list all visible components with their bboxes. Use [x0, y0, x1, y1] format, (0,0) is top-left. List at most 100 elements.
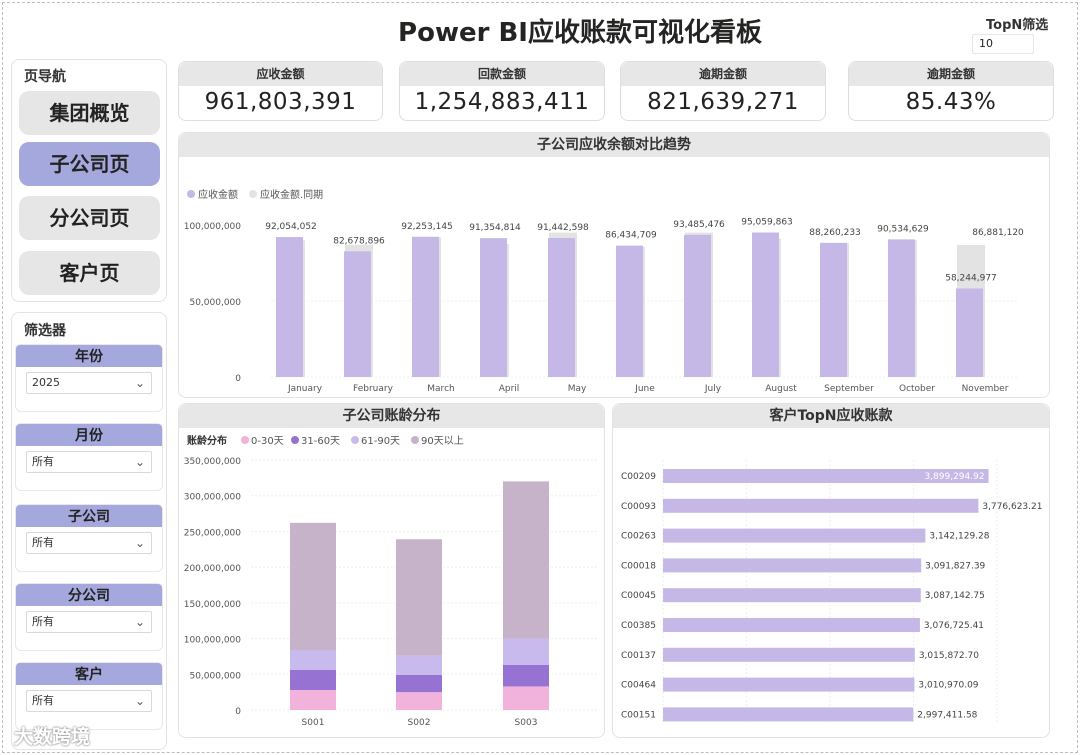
trend-chart: 应收金额 应收金额.同期 100,000,000 50,000,000 0 92,054,… — [184, 188, 1024, 408]
nav-button-group-overview[interactable]: 集团概览 — [19, 91, 160, 135]
x-tick-label: January — [287, 384, 323, 394]
y-tick-label: C00385 — [621, 621, 656, 631]
chevron-down-icon: ⌄ — [134, 536, 145, 550]
topn-chart: 01,000,0002,000,0003,000,0004,000,000C00… — [621, 460, 1042, 749]
legend-swatch-prior — [249, 190, 257, 198]
data-label: 91,442,598 — [537, 223, 589, 233]
y-tick-label: 300,000,000 — [184, 493, 242, 503]
bar-receivable — [752, 232, 779, 377]
data-label: 3,076,725.41 — [924, 621, 984, 631]
data-label: 95,059,863 — [741, 218, 793, 228]
legend-swatch — [291, 436, 299, 444]
y-tick-label: 0 — [235, 707, 241, 717]
aging-chart-panel: 子公司账龄分布 账龄分布 0-30天 31-60天 61-90天 90天以上 350,00… — [178, 403, 605, 738]
chevron-down-icon: ⌄ — [134, 455, 145, 469]
kpi-value: 961,803,391 — [204, 89, 357, 115]
legend-label: 31-60天 — [301, 436, 340, 447]
slicer-month: 月份 所有 ⌄ — [15, 423, 163, 491]
slicer-month-dropdown[interactable]: 所有 ⌄ — [26, 451, 152, 473]
slicer-subsidiary-value: 所有 — [32, 536, 54, 549]
bar-customer — [663, 677, 915, 692]
page-navigation: 页导航 集团概览 子公司页 分公司页 客户页 — [11, 59, 167, 302]
kpi-value: 1,254,883,411 — [414, 89, 590, 115]
data-label: 3,087,142.75 — [925, 591, 985, 601]
slicer-branch: 分公司 所有 ⌄ — [15, 583, 163, 651]
legend-swatch — [351, 436, 359, 444]
legend-label: 0-30天 — [251, 436, 284, 447]
y-tick-label: 150,000,000 — [184, 600, 242, 610]
legend-swatch — [241, 436, 249, 444]
y-tick-label: 350,000,000 — [184, 457, 242, 467]
topn-chart-title: 客户TopN应收账款 — [613, 404, 1049, 428]
y-tick-label: C00093 — [621, 502, 656, 512]
bar-receivable — [276, 237, 303, 377]
slicer-customer-dropdown[interactable]: 所有 ⌄ — [26, 690, 152, 712]
bar-receivable — [344, 251, 371, 377]
chevron-down-icon: ⌄ — [134, 615, 145, 629]
y-tick-label: C00045 — [621, 591, 656, 601]
x-tick-label: May — [568, 384, 587, 394]
data-label: 91,354,814 — [469, 223, 521, 233]
x-tick-label: S003 — [515, 718, 538, 728]
slicer-year-value: 2025 — [32, 376, 60, 389]
x-tick-label: S002 — [408, 718, 431, 728]
kpi-collected: 回款金额 1,254,883,411 — [399, 61, 605, 121]
y-tick-label: C00018 — [621, 561, 656, 571]
watermark-logo: 大数跨境 — [14, 726, 91, 748]
y-tick-label: 250,000,000 — [184, 528, 242, 538]
slicer-year-dropdown[interactable]: 2025 ⌄ — [26, 372, 152, 394]
legend-title: 账龄分布 — [187, 434, 227, 447]
topn-chart-panel: 客户TopN应收账款 01,000,0002,000,0003,000,0004… — [612, 403, 1050, 749]
x-tick-label: November — [962, 384, 1009, 394]
slicer-branch-value: 所有 — [32, 615, 54, 628]
data-label-prior: 86,881,120 — [972, 228, 1024, 238]
x-tick-label: September — [824, 384, 874, 394]
topn-label: TopN筛选 — [986, 18, 1049, 33]
kpi-label: 逾期金额 — [621, 62, 825, 86]
y-tick-label: 100,000,000 — [184, 222, 242, 232]
bar-receivable — [888, 239, 915, 377]
kpi-label: 逾期金额 — [849, 62, 1053, 86]
x-tick-label: S001 — [302, 718, 325, 728]
slicer-customer-label: 客户 — [16, 663, 162, 685]
legend-receivable: 应收金额 — [198, 188, 238, 201]
stacked-bar-segment — [396, 539, 442, 656]
slicer-year: 年份 2025 ⌄ — [15, 344, 163, 412]
slicer-subsidiary-dropdown[interactable]: 所有 ⌄ — [26, 532, 152, 554]
slicer-customer-value: 所有 — [32, 694, 54, 707]
stacked-bar-segment — [290, 522, 336, 650]
y-tick-label: C00209 — [621, 472, 656, 482]
bar-receivable — [548, 238, 575, 377]
bar-receivable — [956, 288, 983, 377]
slicer-year-label: 年份 — [16, 345, 162, 367]
kpi-value: 85.43% — [905, 89, 997, 115]
slicer-month-value: 所有 — [32, 455, 54, 468]
x-tick-label: February — [353, 384, 394, 394]
aging-chart-title: 子公司账龄分布 — [179, 404, 604, 428]
slicer-branch-dropdown[interactable]: 所有 ⌄ — [26, 611, 152, 633]
legend-label: 90天以上 — [421, 435, 464, 447]
slicer-month-label: 月份 — [16, 424, 162, 446]
stacked-bar-segment — [503, 686, 549, 710]
y-tick-label: 200,000,000 — [184, 564, 242, 574]
x-tick-label: March — [427, 384, 454, 394]
y-tick-label: C00464 — [621, 681, 656, 691]
bar-customer — [663, 469, 989, 483]
data-label: 3,015,872.70 — [919, 651, 979, 661]
nav-button-subsidiary[interactable]: 子公司页 — [19, 142, 160, 186]
chevron-down-icon: ⌄ — [134, 376, 145, 390]
stacked-bar-segment — [290, 670, 336, 690]
filter-title: 筛选器 — [24, 323, 66, 339]
nav-title: 页导航 — [24, 69, 66, 85]
bar-customer — [663, 588, 921, 603]
legend-swatch-receivable — [187, 190, 195, 198]
data-label: 3,010,970.09 — [918, 681, 978, 691]
data-label: 92,253,145 — [401, 222, 453, 232]
stacked-bar-segment — [290, 690, 336, 710]
nav-button-customer[interactable]: 客户页 — [19, 251, 160, 295]
topn-input[interactable]: 10 — [972, 34, 1034, 54]
aging-chart: 账龄分布 0-30天 31-60天 61-90天 90天以上 350,000,000 300… — [184, 434, 597, 728]
data-label: 90,534,629 — [877, 224, 929, 234]
nav-button-branch[interactable]: 分公司页 — [19, 196, 160, 240]
stacked-bar-segment — [503, 481, 549, 639]
